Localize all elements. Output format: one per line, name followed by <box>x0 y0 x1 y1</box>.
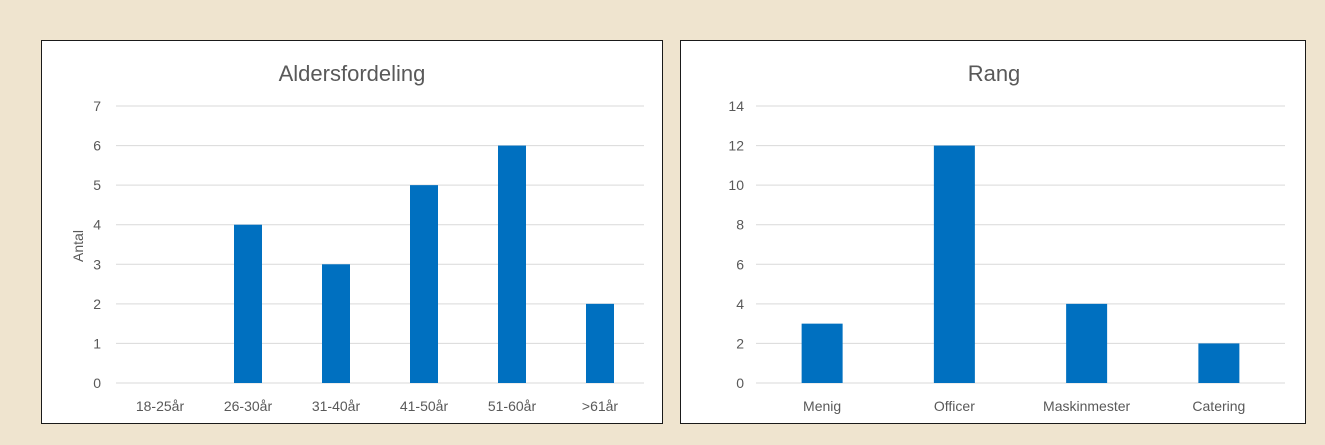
bar-5 <box>586 303 614 383</box>
bar-1 <box>234 224 262 383</box>
bar-4 <box>498 145 526 383</box>
x-tick-label-1: 26-30år <box>224 398 273 414</box>
age-distribution-chart: Aldersfordeling Antal 0 1 2 3 4 5 6 7 18-25år 26… <box>70 61 644 414</box>
y-tick-label-2: 2 <box>93 296 101 312</box>
rank-chart-panel: Rang 0 2 4 6 8 10 12 14 Menig Officer Maskinmeste… <box>680 40 1306 424</box>
y-tick-label-7: 7 <box>93 98 101 114</box>
y-tick-label-6: 6 <box>93 138 101 154</box>
bar-2 <box>322 264 350 383</box>
y-tick-label-0: 0 <box>736 375 744 391</box>
y-tick-label-6: 12 <box>728 138 744 154</box>
chart-title: Aldersfordeling <box>279 61 426 86</box>
y-tick-labels: 0 1 2 3 4 5 6 7 <box>93 98 101 391</box>
bar-2 <box>1066 303 1108 383</box>
y-tick-label-5: 5 <box>93 177 101 193</box>
bar-3 <box>410 185 438 383</box>
x-tick-label-0: Menig <box>803 398 841 414</box>
y-tick-labels: 0 2 4 6 8 10 12 14 <box>728 98 744 391</box>
y-tick-label-5: 10 <box>728 177 744 193</box>
x-tick-label-1: Officer <box>934 398 975 414</box>
bar-1 <box>933 145 975 383</box>
x-tick-label-3: 41-50år <box>400 398 449 414</box>
bars <box>801 145 1240 383</box>
y-tick-label-0: 0 <box>93 375 101 391</box>
bars <box>234 145 614 383</box>
x-tick-label-2: Maskinmester <box>1043 398 1130 414</box>
gridlines <box>116 105 644 384</box>
y-tick-label-1: 1 <box>93 335 101 351</box>
x-tick-label-3: Catering <box>1192 398 1245 414</box>
rank-chart: Rang 0 2 4 6 8 10 12 14 Menig Officer Maskinmeste… <box>728 61 1285 414</box>
y-tick-label-7: 14 <box>728 98 744 114</box>
x-tick-label-0: 18-25år <box>136 398 185 414</box>
x-tick-label-4: 51-60år <box>488 398 537 414</box>
y-axis-title: Antal <box>70 230 86 262</box>
y-tick-label-3: 6 <box>736 256 744 272</box>
gridlines <box>756 105 1285 384</box>
age-distribution-chart-panel: Aldersfordeling Antal 0 1 2 3 4 5 6 7 18-25år 26… <box>41 40 663 424</box>
x-tick-labels: 18-25år 26-30år 31-40år 41-50år 51-60år >61år <box>136 398 619 414</box>
x-tick-labels: Menig Officer Maskinmester Catering <box>803 398 1245 414</box>
y-tick-label-4: 8 <box>736 217 744 233</box>
y-tick-label-3: 3 <box>93 256 101 272</box>
y-tick-label-4: 4 <box>93 217 101 233</box>
bar-0 <box>801 323 843 383</box>
x-tick-label-5: >61år <box>582 398 619 414</box>
chart-title: Rang <box>968 61 1021 86</box>
y-tick-label-2: 4 <box>736 296 744 312</box>
x-tick-label-2: 31-40år <box>312 398 361 414</box>
y-tick-label-1: 2 <box>736 335 744 351</box>
bar-3 <box>1198 343 1240 383</box>
